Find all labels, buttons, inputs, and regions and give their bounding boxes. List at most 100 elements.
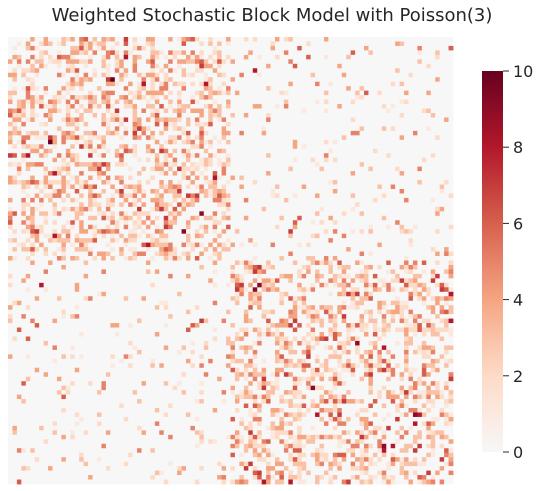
heatmap-cell: [368, 144, 374, 150]
heatmap-cell: [145, 175, 151, 181]
heatmap-cell: [30, 251, 36, 257]
heatmap-cell: [328, 37, 334, 42]
heatmap-cell: [123, 112, 129, 118]
heatmap-cell: [16, 112, 22, 118]
heatmap-cell: [212, 112, 218, 118]
heatmap-cell: [97, 251, 102, 257]
heatmap-cell: [355, 72, 360, 78]
heatmap-cell: [248, 126, 254, 132]
heatmap-cell: [346, 104, 352, 109]
heatmap-cell: [270, 166, 276, 172]
heatmap-cell: [88, 233, 93, 239]
heatmap-cell: [52, 180, 58, 185]
heatmap-cell: [61, 63, 67, 69]
heatmap-cell: [301, 247, 307, 252]
heatmap-cell: [177, 117, 182, 123]
heatmap-cell: [123, 206, 129, 212]
heatmap-cell: [163, 211, 169, 217]
heatmap-cell: [270, 121, 276, 127]
heatmap-cell: [341, 117, 347, 123]
heatmap-cell: [390, 63, 396, 69]
heatmap-cell: [355, 247, 360, 252]
heatmap-cell: [79, 229, 85, 235]
heatmap-cell: [346, 188, 352, 194]
heatmap-cell: [43, 37, 49, 42]
heatmap-cell: [105, 224, 111, 230]
heatmap-cell: [21, 148, 27, 154]
heatmap-cell: [364, 68, 369, 74]
heatmap-cell: [408, 68, 414, 74]
heatmap-cell: [430, 45, 436, 51]
heatmap-cell: [159, 135, 165, 141]
heatmap-cell: [328, 77, 334, 83]
heatmap-cell: [337, 162, 343, 168]
heatmap-cell: [390, 54, 396, 60]
heatmap-cell: [248, 175, 254, 181]
heatmap-cell: [208, 41, 214, 47]
heatmap-cell: [430, 63, 436, 69]
heatmap-cell: [168, 37, 174, 42]
heatmap-cell: [159, 202, 165, 208]
heatmap-cell: [386, 247, 392, 252]
heatmap-cell: [412, 68, 418, 74]
heatmap-cell: [386, 224, 392, 230]
heatmap-cell: [350, 104, 356, 109]
heatmap-cell: [203, 206, 209, 212]
heatmap-cell: [39, 95, 44, 100]
heatmap-cell: [12, 37, 18, 42]
heatmap-cell: [359, 135, 365, 141]
heatmap-cell: [341, 166, 347, 172]
heatmap-cell: [203, 77, 209, 83]
heatmap-cell: [101, 81, 107, 87]
heatmap-cell: [234, 175, 240, 181]
heatmap-cell: [70, 81, 76, 87]
heatmap-cell: [408, 202, 414, 208]
heatmap-cell: [230, 206, 236, 212]
heatmap-cell: [399, 90, 405, 96]
heatmap-cell: [448, 233, 454, 239]
heatmap-cell: [243, 242, 249, 248]
heatmap-cell: [319, 45, 325, 51]
heatmap-cell: [34, 180, 40, 185]
heatmap-cell: [430, 184, 436, 190]
heatmap-cell: [270, 247, 276, 252]
heatmap-cell: [61, 211, 67, 217]
heatmap-cell: [8, 77, 13, 83]
heatmap-cell: [234, 130, 240, 136]
heatmap-cell: [208, 188, 214, 194]
heatmap-cell: [430, 220, 436, 226]
heatmap-cell: [101, 108, 107, 114]
heatmap-cell: [48, 206, 53, 212]
heatmap-cell: [346, 247, 352, 252]
heatmap-cell: [119, 206, 125, 212]
heatmap-cell: [377, 77, 383, 83]
heatmap-cell: [404, 77, 409, 83]
heatmap-cell: [12, 81, 18, 87]
heatmap-cell: [234, 50, 240, 56]
heatmap-cell: [230, 139, 236, 145]
heatmap-cell: [190, 251, 196, 257]
heatmap-cell: [412, 104, 418, 109]
heatmap-cell: [30, 63, 36, 69]
heatmap-cell: [105, 59, 111, 65]
heatmap-cell: [266, 184, 271, 190]
heatmap-cell: [234, 72, 240, 78]
heatmap-cell: [390, 193, 396, 199]
heatmap-cell: [421, 54, 427, 60]
heatmap-cell: [150, 54, 156, 60]
heatmap-cell: [266, 95, 271, 100]
heatmap-cell: [306, 63, 311, 69]
heatmap-cell: [301, 215, 307, 221]
heatmap-cell: [426, 130, 432, 136]
heatmap-cell: [137, 162, 142, 168]
heatmap-cell: [297, 215, 303, 221]
heatmap-cell: [186, 90, 191, 96]
heatmap-cell: [266, 229, 271, 235]
heatmap-cell: [212, 166, 218, 172]
heatmap-cell: [252, 144, 258, 150]
heatmap-cell: [234, 247, 240, 252]
heatmap-cell: [128, 238, 133, 244]
heatmap-cell: [350, 233, 356, 239]
heatmap-cell: [56, 175, 62, 181]
heatmap-cell: [217, 50, 222, 56]
